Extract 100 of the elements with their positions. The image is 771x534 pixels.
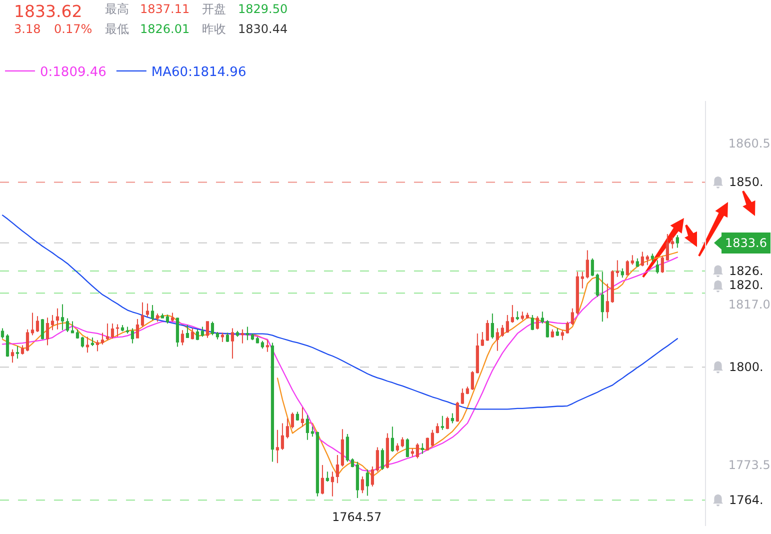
- candlestick: [530, 314, 534, 331]
- candlestick: [506, 314, 509, 334]
- candlestick: [466, 386, 470, 395]
- candlestick: [236, 330, 240, 338]
- candlestick: [136, 318, 140, 338]
- candlestick: [370, 466, 374, 487]
- candlestick: [346, 433, 350, 462]
- candlestick: [6, 334, 10, 358]
- candlestick: [416, 442, 420, 459]
- candlestick: [636, 258, 639, 268]
- candlestick: [20, 344, 24, 356]
- candlestick: [516, 310, 519, 321]
- candlestick: [80, 336, 84, 348]
- candlestick: [430, 429, 434, 448]
- candlestick: [340, 428, 344, 467]
- candlestick: [170, 312, 174, 322]
- text: 开盘: [202, 2, 226, 16]
- candlestick: [626, 260, 629, 276]
- candlestick: [656, 260, 659, 274]
- candlestick: [140, 302, 144, 328]
- text: 1829.50: [238, 2, 288, 16]
- candlestick: [120, 324, 124, 332]
- candlestick: [96, 340, 100, 352]
- candlestick: [470, 370, 474, 390]
- candlestick: [526, 312, 529, 320]
- candlestick: [126, 326, 130, 334]
- candlestick: [40, 318, 44, 340]
- candlestick: [596, 273, 599, 298]
- candlestick: [190, 328, 194, 340]
- text: 1837.11: [140, 2, 190, 16]
- legend-label: 0:1809.46: [40, 65, 106, 80]
- candlestick: [630, 254, 634, 266]
- candlestick: [480, 331, 484, 347]
- candlestick: [556, 328, 559, 337]
- candlestick: [216, 331, 220, 340]
- candlestick: [156, 313, 160, 322]
- candlestick: [230, 328, 234, 360]
- candlestick: [620, 268, 624, 278]
- candlestick: [106, 322, 110, 341]
- candlestick: [146, 303, 150, 318]
- text: 最高: [105, 2, 129, 16]
- candlestick: [400, 436, 404, 448]
- ref-line-label: 1833.6: [725, 236, 767, 250]
- candlestick: [306, 414, 310, 440]
- candlestick: [490, 313, 494, 340]
- candlestick: [616, 260, 619, 278]
- candlestick: [166, 314, 170, 324]
- candlestick: [180, 330, 184, 346]
- candlestick: [560, 330, 564, 341]
- candlestick: [150, 304, 154, 321]
- candlestick: [456, 401, 460, 422]
- candlestick: [536, 316, 539, 330]
- candlestick: [226, 332, 230, 342]
- candlestick: [110, 322, 114, 340]
- candlestick: [360, 476, 364, 494]
- ref-line-label: 1850.: [729, 175, 764, 189]
- candlestick: [70, 320, 74, 334]
- candlestick: [350, 458, 354, 468]
- candlestick: [436, 422, 440, 434]
- candlestick: [16, 346, 20, 360]
- candlestick: [606, 283, 609, 319]
- candlestick: [476, 332, 479, 374]
- candlestick: [576, 271, 579, 315]
- y-tick-label: 1817.0: [728, 297, 770, 312]
- candlestick: [186, 324, 190, 338]
- candlestick: [396, 442, 400, 452]
- candlestick: [650, 253, 654, 262]
- candlestick: [90, 337, 94, 347]
- candlestick: [240, 328, 244, 344]
- candlestick: [670, 236, 674, 249]
- candlestick: [66, 318, 70, 332]
- candlestick: [310, 426, 314, 438]
- candlestick: [26, 328, 30, 352]
- candlestick: [546, 320, 549, 338]
- candlestick: [380, 448, 384, 470]
- candlestick: [356, 461, 360, 499]
- candlestick: [420, 442, 424, 454]
- candlestick: [116, 324, 120, 338]
- text: 昨收: [202, 22, 226, 36]
- candlestick: [666, 234, 669, 262]
- legend-label: MA60:1814.96: [151, 65, 246, 80]
- candlestick: [390, 426, 394, 452]
- candlestick: [256, 336, 260, 344]
- candlestick: [580, 271, 584, 289]
- candlestick: [10, 348, 14, 364]
- candlestick: [440, 415, 444, 430]
- candlestick: [210, 321, 214, 336]
- candlestick: [76, 328, 80, 340]
- candlestick: [260, 340, 264, 350]
- candlestick: [206, 320, 210, 338]
- candlestick: [320, 464, 324, 495]
- candlestick: [376, 446, 380, 472]
- candlestick: [366, 468, 370, 496]
- candlestick: [676, 234, 679, 248]
- candlestick: [486, 320, 489, 342]
- line-series: [2, 214, 678, 410]
- candlestick: [0, 328, 4, 340]
- candlestick: [50, 314, 54, 331]
- candlestick: [220, 332, 224, 342]
- candlestick: [56, 308, 60, 330]
